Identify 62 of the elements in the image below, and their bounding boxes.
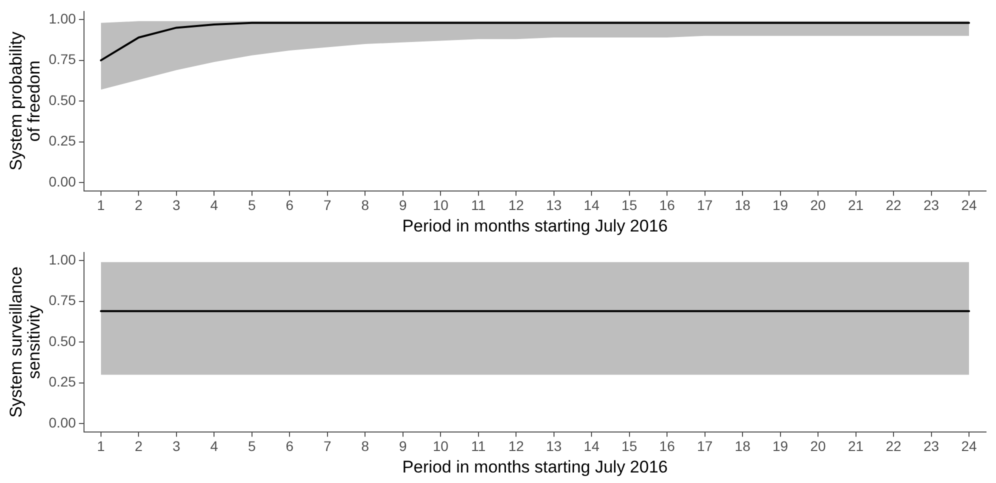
x-tick-label: 8 [361, 438, 370, 454]
x-tick-label: 14 [584, 197, 600, 214]
x-tick-label: 9 [398, 438, 407, 454]
x-tick-label: 15 [622, 197, 638, 214]
x-tick-label: 7 [323, 197, 332, 214]
x-tick-label: 12 [508, 438, 524, 454]
x-tick-label: 13 [546, 197, 562, 214]
x-tick-label: 21 [848, 438, 864, 454]
x-tick-label: 5 [248, 438, 256, 454]
x-tick-label: 20 [810, 197, 826, 214]
x-tick-label: 10 [432, 438, 449, 454]
x-tick-label: 10 [432, 197, 449, 214]
x-tick-label: 16 [659, 197, 676, 214]
x-tick-label: 18 [734, 438, 751, 454]
x-tick-label: 4 [210, 197, 218, 214]
x-tick-label: 24 [961, 197, 978, 214]
x-tick-label: 13 [546, 438, 562, 454]
y-tick-label: 1.00 [48, 251, 76, 268]
x-tick-label: 18 [734, 197, 751, 214]
y-axis-title: System surveillance sensitivity [6, 266, 44, 418]
y-axis-title: System probability of freedom [6, 31, 44, 171]
x-tick-label: 19 [772, 438, 788, 454]
y-tick-label: 0.00 [48, 414, 76, 431]
y-tick-label: 0.25 [48, 374, 76, 390]
y-tick-label: 0.50 [48, 332, 76, 349]
x-tick-label: 2 [134, 438, 143, 454]
y-tick-label: 0.25 [48, 132, 76, 149]
x-tick-label: 12 [508, 197, 524, 214]
x-tick-label: 16 [659, 438, 676, 454]
x-tick-label: 14 [584, 438, 600, 454]
x-tick-label: 23 [923, 197, 940, 214]
x-tick-label: 20 [810, 438, 826, 454]
x-tick-label: 19 [772, 197, 788, 214]
y-tick-label: 1.00 [48, 10, 76, 26]
x-tick-label: 4 [210, 438, 218, 454]
x-tick-label: 1 [97, 438, 106, 454]
x-tick-label: 21 [848, 197, 864, 214]
x-axis-title: Period in months starting July 2016 [402, 216, 668, 236]
y-tick-label: 0.75 [48, 292, 76, 308]
x-tick-label: 1 [97, 197, 106, 214]
x-tick-label: 6 [286, 197, 294, 214]
x-tick-label: 3 [172, 438, 181, 454]
x-tick-label: 22 [886, 438, 902, 454]
x-tick-label: 11 [471, 438, 486, 454]
x-tick-label: 15 [622, 438, 638, 454]
y-tick-label: 0.00 [48, 174, 76, 190]
x-axis-title: Period in months starting July 2016 [402, 457, 668, 476]
x-tick-label: 6 [286, 438, 294, 454]
x-tick-label: 23 [923, 438, 940, 454]
x-tick-label: 17 [697, 438, 713, 454]
x-tick-label: 8 [361, 197, 370, 214]
x-tick-label: 3 [172, 197, 181, 214]
y-tick-label: 0.75 [48, 51, 76, 68]
x-tick-label: 11 [471, 197, 486, 214]
y-tick-label: 0.50 [48, 92, 76, 108]
x-tick-label: 22 [886, 197, 902, 214]
x-tick-label: 5 [248, 197, 256, 214]
x-tick-label: 9 [398, 197, 407, 214]
x-tick-label: 24 [961, 438, 978, 454]
x-tick-label: 2 [134, 197, 143, 214]
x-tick-label: 7 [323, 438, 332, 454]
x-tick-label: 17 [697, 197, 713, 214]
